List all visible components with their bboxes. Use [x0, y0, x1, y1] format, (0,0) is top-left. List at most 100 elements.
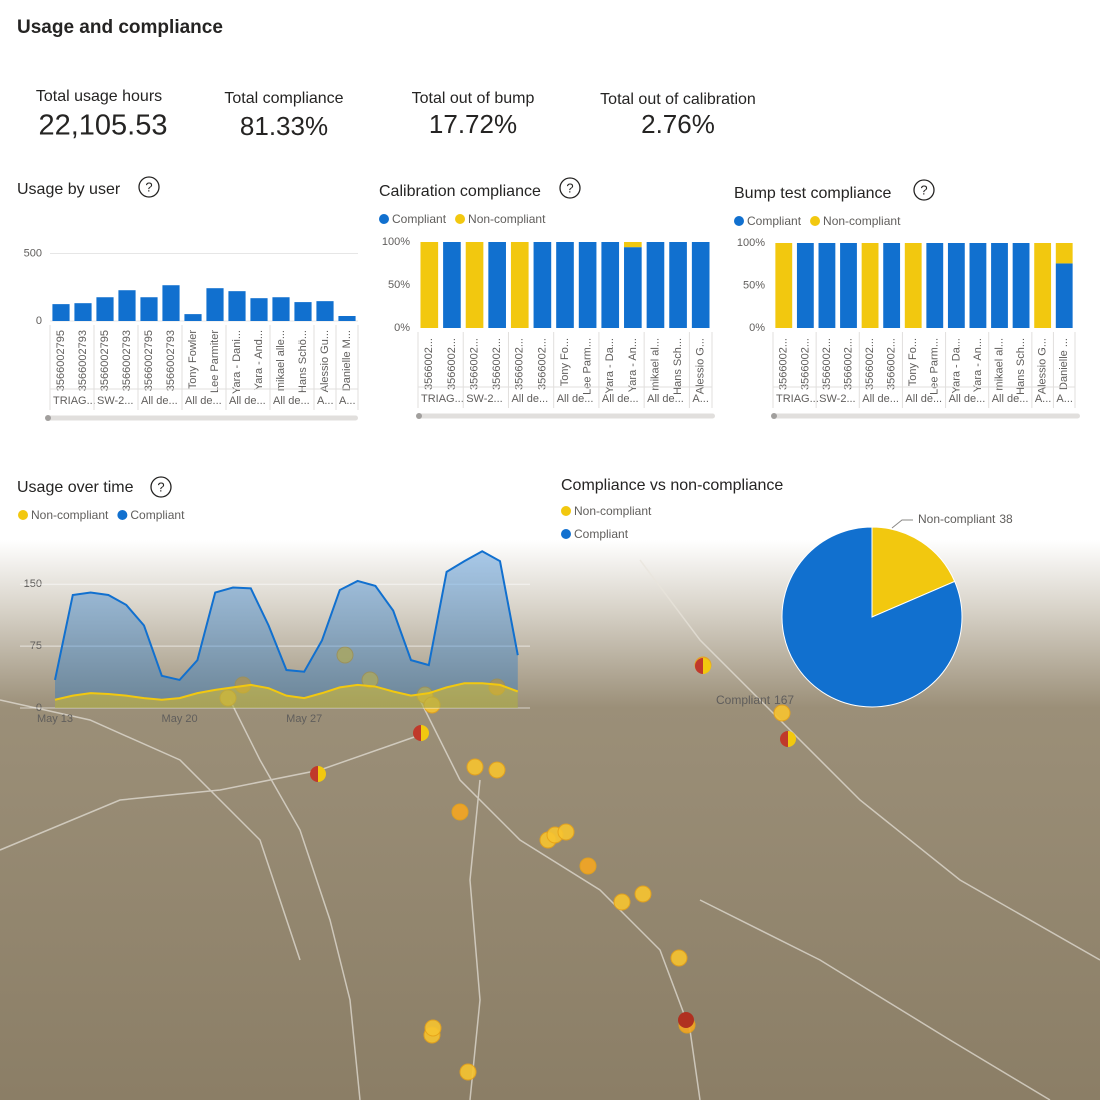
- bar: [96, 297, 114, 321]
- scrollbar-thumb: [416, 413, 422, 419]
- map-markers: [219, 646, 796, 1081]
- help-button[interactable]: ?: [913, 179, 935, 201]
- bar-segment: [669, 242, 687, 328]
- legend-label: Non-compliant: [468, 212, 546, 226]
- map-marker: [421, 725, 429, 741]
- bar-segment: [1012, 243, 1030, 328]
- scrollbar-thumb: [771, 413, 777, 419]
- legend-label: Compliant: [130, 508, 185, 522]
- help-icon[interactable]: ?: [920, 182, 927, 197]
- help-icon[interactable]: ?: [566, 180, 573, 195]
- data-label-value: 38: [999, 512, 1013, 526]
- help-button[interactable]: ?: [138, 176, 160, 198]
- group-label: TRIAG...: [421, 393, 464, 405]
- y-tick-label: 0%: [749, 322, 765, 334]
- group-label: All de...: [141, 395, 178, 407]
- leader-line: [891, 519, 913, 529]
- group-label: All de...: [229, 395, 266, 407]
- bar-segment: [691, 242, 710, 328]
- bar: [228, 291, 246, 321]
- bar-segment: [624, 242, 642, 248]
- pie-slice: [781, 526, 963, 708]
- x-tick-label: Tony Fowler: [187, 330, 199, 390]
- chart-title: Compliance vs non-compliance: [561, 477, 783, 494]
- group-label: A...: [1035, 393, 1052, 405]
- x-tick-label: Alessio G...: [1037, 338, 1049, 394]
- legend-marker: [18, 510, 28, 520]
- bar-segment: [796, 243, 814, 328]
- bar-segment: [818, 243, 836, 328]
- data-label-name: Non-compliant: [918, 512, 996, 526]
- x-tick-label: May 27: [286, 713, 322, 725]
- group-label: All de...: [273, 395, 310, 407]
- group-label: All de...: [992, 393, 1029, 405]
- chart-title: Usage over time: [17, 479, 134, 496]
- group-label: All de...: [511, 393, 548, 405]
- map-marker: [336, 646, 354, 664]
- scrollbar: [772, 413, 1080, 419]
- bar: [74, 303, 92, 321]
- x-tick-label: Tony Fo...: [907, 338, 919, 386]
- map-marker: [423, 696, 441, 714]
- bar-segment: [533, 242, 552, 328]
- legend-marker: [455, 214, 466, 224]
- group-label: All de...: [647, 393, 684, 405]
- kpi-value: 2.76%: [641, 109, 715, 139]
- map-marker: [773, 704, 791, 722]
- help-button[interactable]: ?: [559, 177, 581, 199]
- y-tick-label: 100%: [737, 237, 765, 249]
- x-tick-label: 3566002795: [99, 330, 111, 391]
- x-tick-label: Lee Parmiter: [209, 330, 221, 393]
- bar: [272, 297, 290, 321]
- group-label: All de...: [949, 393, 986, 405]
- x-tick-label: 3566002...: [799, 338, 811, 390]
- x-tick-label: mikael alle...: [275, 330, 287, 391]
- map-marker: [634, 885, 652, 903]
- bar-segment: [1055, 243, 1073, 264]
- bar: [250, 298, 268, 321]
- map-marker: [780, 731, 788, 747]
- scrollbar: [417, 413, 715, 419]
- map-marker: [788, 731, 796, 747]
- x-tick-label: Danielle ...: [1058, 338, 1070, 390]
- bar-segment: [624, 247, 642, 328]
- bar: [316, 301, 334, 321]
- legend-marker: [379, 214, 389, 224]
- bar-segment: [861, 243, 879, 328]
- y-tick-label: 100%: [382, 236, 410, 248]
- x-tick-label: Hans Sch...: [1015, 338, 1027, 395]
- group-label: All de...: [602, 393, 639, 405]
- scrollbar: [46, 415, 358, 421]
- bar-segment: [420, 242, 439, 328]
- map-marker: [579, 857, 597, 875]
- bar-segment: [947, 243, 965, 328]
- x-tick-label: 3566002...: [536, 338, 548, 390]
- x-tick-label: May 20: [162, 713, 198, 725]
- page-title: Usage and compliance: [17, 17, 223, 38]
- bar: [162, 285, 180, 321]
- bar-segment: [1055, 263, 1073, 328]
- legend-label: Non-compliant: [31, 508, 109, 522]
- chart-title: Bump test compliance: [734, 185, 892, 202]
- bar-segment: [1034, 243, 1052, 328]
- y-tick-label: 50%: [743, 279, 765, 291]
- data-label-name: Compliant: [716, 693, 771, 707]
- line: [54, 682, 519, 701]
- help-button[interactable]: ?: [150, 476, 172, 498]
- chart-title: Calibration compliance: [379, 183, 541, 200]
- x-tick-label: 3566002...: [514, 338, 526, 390]
- help-icon[interactable]: ?: [157, 479, 164, 494]
- group-label: TRIAG...: [53, 395, 96, 407]
- bar-segment: [578, 242, 597, 328]
- x-tick-label: Yara - An...: [627, 338, 639, 392]
- bar-segment: [601, 242, 620, 328]
- y-tick-label: 0%: [394, 322, 410, 334]
- group-label: A...: [317, 395, 334, 407]
- bar: [140, 297, 158, 321]
- bar-segment: [510, 242, 529, 328]
- help-icon[interactable]: ?: [145, 179, 152, 194]
- line: [54, 550, 519, 682]
- map-marker: [451, 803, 469, 821]
- map-marker: [557, 823, 575, 841]
- legend-label: Non-compliant: [823, 214, 901, 228]
